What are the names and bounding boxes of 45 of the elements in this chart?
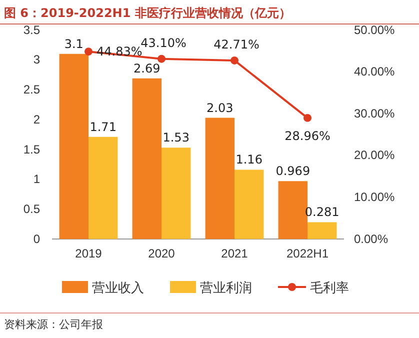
bar [205,118,234,239]
data-label: 1.16 [236,152,262,167]
chart-title: 图 6：2019-2022H1 非医疗行业营收情况（亿元） [4,6,291,20]
legend-label: 毛利率 [310,280,349,296]
y-tick-label: 1 [33,172,40,186]
data-label: 2.03 [206,100,234,115]
y-tick-label: 1.5 [23,142,40,156]
bar [234,170,264,239]
bar [308,222,337,239]
x-tick-label: 2021 [221,246,248,261]
point [230,56,238,64]
x-tick-label: 2019 [75,246,102,261]
point [304,114,312,122]
data-label: 1.53 [162,130,190,145]
bar [132,78,162,239]
bar [59,54,88,239]
y2-tick-label: 30.00% [354,106,396,120]
x-tick-label: 2022H1 [286,246,329,261]
data-label: 42.71% [214,37,260,52]
y-tick-label: 3.5 [23,22,40,37]
text: 资料来源：公司年报 [4,318,103,331]
y2-tick-label: 0.00% [354,232,388,246]
legend-label: 营业收入 [92,281,144,296]
bar [88,136,118,239]
y2-tick-label: 40.00% [354,64,396,79]
data-label: 2.69 [134,61,160,76]
point [158,54,166,63]
point [84,48,92,56]
data-label: 1.71 [90,120,116,134]
bar [278,181,308,239]
bar [162,148,191,239]
y-tick-label: 0 [33,232,40,246]
data-label: 0.969 [276,164,310,178]
legend-label: 营业利润 [200,281,252,296]
y2-tick-label: 50.00% [354,22,396,37]
y2-tick-label: 10.00% [354,190,396,204]
y-tick-label: 3 [33,52,40,67]
y-tick-label: 2 [33,112,40,126]
y-tick-label: 0.5 [23,202,40,216]
data-label: 43.10% [140,36,186,50]
y2-tick-label: 20.00% [354,148,396,162]
x-tick-label: 2020 [148,246,176,261]
data-label: 3.1 [64,36,84,51]
data-label: 28.96% [284,128,330,143]
y-tick-label: 2.5 [23,82,40,97]
